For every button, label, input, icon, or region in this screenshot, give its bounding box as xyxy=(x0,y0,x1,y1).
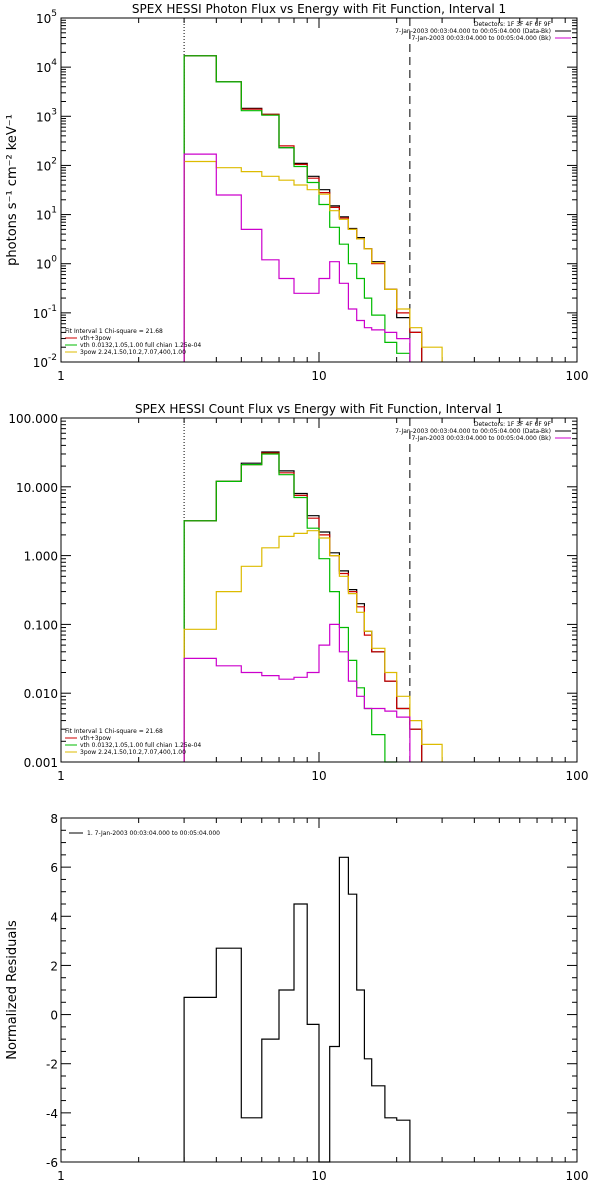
plot-frame xyxy=(60,817,578,1163)
x-tick-label: 1 xyxy=(57,769,65,783)
series-vth-3pow-line xyxy=(183,55,423,362)
x-tick-label: 100 xyxy=(566,769,589,783)
y-tick-exponent: 1 xyxy=(51,206,57,216)
series-data-line xyxy=(183,451,423,762)
chart-panel-2: SPEX HESSI Count Flux vs Energy with Fit… xyxy=(8,402,588,783)
y-tick-label: -6 xyxy=(46,1156,58,1170)
y-tick-exponent: -1 xyxy=(48,304,57,314)
y-tick-label: 10-2 xyxy=(33,353,57,370)
y-tick-label: 100.000 xyxy=(8,412,58,426)
chart-title: SPEX HESSI Count Flux vs Energy with Fit… xyxy=(135,402,503,416)
legend-bottom-entry: vth 0.0132,1.05,1.00 full chian 1.25e-04 xyxy=(80,742,201,749)
y-tick-base: 10 xyxy=(36,12,51,26)
y-tick-label: 2 xyxy=(50,959,58,973)
y-tick-base: 10 xyxy=(33,307,48,321)
x-tick-label: 1 xyxy=(57,369,65,383)
y-tick-base: 10 xyxy=(36,61,51,75)
y-tick-label: 6 xyxy=(50,861,58,875)
series-3pow-line xyxy=(183,530,443,762)
series-data-line xyxy=(183,55,423,362)
y-tick-base: 10 xyxy=(36,159,51,173)
y-tick-label: 10-1 xyxy=(33,304,57,321)
legend-bottom-entry: 3pow 2.24,1.50,10.2,7.07,400,1.00 xyxy=(80,749,186,756)
y-tick-label: 100 xyxy=(36,255,57,272)
legend-top-entry: 7-Jan-2003 00:03:04.000 to 00:05:04.000 … xyxy=(411,35,551,42)
series-vth-line xyxy=(183,55,411,362)
legend-top-entry: Detectors: 1F 3F 4F 6F 9F xyxy=(474,21,552,28)
y-tick-exponent: -2 xyxy=(48,353,57,363)
y-tick-label: 102 xyxy=(36,156,57,173)
y-tick-label: -2 xyxy=(46,1058,58,1072)
series-bk-line xyxy=(183,623,411,762)
y-tick-label: 0.001 xyxy=(24,756,58,770)
legend-bottom-entry: 3pow 2.24,1.50,10.2,7.07,400,1.00 xyxy=(80,349,186,356)
x-tick-label: 100 xyxy=(566,369,589,383)
y-tick-label: -4 xyxy=(46,1107,58,1121)
y-tick-label: 105 xyxy=(36,9,57,26)
legend-bottom-header: Fit Interval 1 Chi-square = 21.68 xyxy=(65,328,163,335)
legend-entry: 1. 7-Jan-2003 00:03:04.000 to 00:05:04.0… xyxy=(87,830,220,837)
y-tick-label: 8 xyxy=(50,812,58,826)
legend-top-entry: 7-Jan-2003 00:03:04.000 to 00:05:04.000 … xyxy=(395,428,551,435)
series-residuals-line xyxy=(183,856,411,1163)
x-tick-label: 10 xyxy=(311,1169,326,1183)
x-tick-label: 10 xyxy=(311,769,326,783)
legend-top-entry: Detectors: 1F 3F 4F 6F 9F xyxy=(474,421,552,428)
x-tick-label: 10 xyxy=(311,369,326,383)
y-tick-label: 0 xyxy=(50,1009,58,1023)
y-tick-base: 10 xyxy=(36,209,51,223)
y-tick-label: 0.100 xyxy=(24,618,58,632)
y-tick-base: 10 xyxy=(33,356,48,370)
series-vth-3pow-line xyxy=(183,452,423,762)
legend-bottom-entry: vth 0.0132,1.05,1.00 full chian 1.25e-04 xyxy=(80,342,201,349)
series-3pow-line xyxy=(183,160,443,362)
y-tick-exponent: 3 xyxy=(51,107,57,117)
chart-panel-1: SPEX HESSI Photon Flux vs Energy with Fi… xyxy=(5,2,588,383)
y-axis-label: Normalized Residuals xyxy=(5,920,20,1060)
plot-frame xyxy=(60,17,578,363)
y-tick-label: 1.000 xyxy=(24,550,58,564)
legend-bottom-header: Fit Interval 1 Chi-square = 21.68 xyxy=(65,728,163,735)
y-tick-exponent: 5 xyxy=(51,9,57,19)
legend-top-entry: 7-Jan-2003 00:03:04.000 to 00:05:04.000 … xyxy=(395,28,551,35)
chart-panel-3: 1 10 100 -6 -4 -2 0 2 4 6 8 Normalized Residuals 1. … xyxy=(5,812,588,1183)
y-tick-exponent: 4 xyxy=(51,58,57,68)
y-tick-exponent: 2 xyxy=(51,156,57,166)
legend-bottom-entry: vth+3pow xyxy=(80,335,111,342)
y-tick-exponent: 0 xyxy=(51,255,57,265)
y-tick-label: 104 xyxy=(36,58,57,75)
plot-frame xyxy=(60,417,578,763)
y-tick-base: 10 xyxy=(36,258,51,272)
legend-top-entry: 7-Jan-2003 00:03:04.000 to 00:05:04.000 … xyxy=(411,435,551,442)
y-tick-base: 10 xyxy=(36,110,51,124)
y-tick-label: 101 xyxy=(36,206,57,223)
y-axis-label: photons s⁻¹ cm⁻² keV⁻¹ xyxy=(5,114,20,266)
x-tick-label: 100 xyxy=(566,1169,589,1183)
chart-title: SPEX HESSI Photon Flux vs Energy with Fi… xyxy=(132,2,506,16)
x-tick-label: 1 xyxy=(57,1169,65,1183)
y-tick-label: 103 xyxy=(36,107,57,124)
legend-bottom-entry: vth+3pow xyxy=(80,735,111,742)
y-tick-label: 0.010 xyxy=(24,687,58,701)
y-tick-label: 10.000 xyxy=(16,481,58,495)
series-bk-line xyxy=(183,153,411,362)
y-tick-label: 4 xyxy=(50,910,58,924)
